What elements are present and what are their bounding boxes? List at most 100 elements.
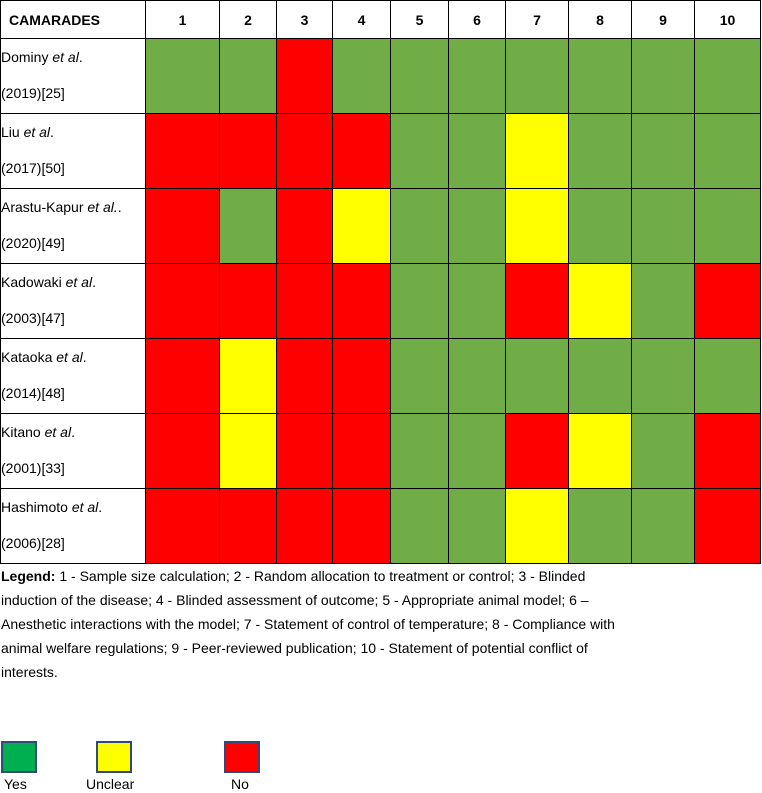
rating-cell-yellow (219, 338, 277, 414)
rating-cell-green (694, 113, 761, 189)
study-citation: Kataoka et al. (2014)[48] (0, 338, 146, 414)
header-cell: 7 (505, 0, 569, 39)
rating-cell-green (448, 38, 506, 114)
rating-cell-red (694, 263, 761, 339)
rating-cell-red (276, 38, 333, 114)
study-etal: et al (65, 274, 93, 290)
rating-cell-green (631, 488, 695, 564)
rating-cell-red (332, 263, 391, 339)
header-cell: 4 (332, 0, 391, 39)
rating-cell-red (219, 488, 277, 564)
study-year-ref: (2001)[33] (1, 460, 65, 476)
legend-text: Legend: 1 - Sample size calculation; 2 -… (1, 564, 641, 684)
rating-cell-red (145, 113, 220, 189)
rating-cell-green (694, 38, 761, 114)
study-author: Kitano (1, 424, 41, 440)
rating-cell-green (568, 113, 632, 189)
rating-cell-green (145, 38, 220, 114)
rating-cell-yellow (219, 413, 277, 489)
rating-cell-red (276, 413, 333, 489)
rating-cell-green (448, 263, 506, 339)
study-etal: et al (44, 424, 72, 440)
rating-cell-red (145, 338, 220, 414)
key-label-yes: Yes (4, 776, 27, 792)
rating-cell-red (505, 413, 569, 489)
swatch-unclear (96, 741, 132, 773)
study-author: Kataoka (1, 349, 53, 365)
rating-cell-green (390, 413, 449, 489)
rating-cell-red (332, 413, 391, 489)
rating-cell-red (276, 488, 333, 564)
rating-cell-green (390, 488, 449, 564)
rating-cell-red (219, 263, 277, 339)
rating-cell-red (145, 188, 220, 264)
study-year-ref: (2006)[28] (1, 535, 65, 551)
table-row: Dominy et al. (2019)[25] (0, 38, 761, 114)
rating-cell-red (276, 263, 333, 339)
rating-cell-yellow (505, 488, 569, 564)
key-label-unclear: Unclear (86, 776, 135, 792)
rating-cell-green (390, 38, 449, 114)
study-etal: et al (56, 349, 83, 365)
table-row: Kataoka et al. (2014)[48] (0, 338, 761, 414)
rating-cell-red (332, 338, 391, 414)
study-author: Arastu-Kapur (1, 199, 84, 215)
rating-cell-red (276, 188, 333, 264)
header-cell: 5 (390, 0, 449, 39)
rating-cell-yellow (505, 113, 569, 189)
header-cell: 8 (568, 0, 632, 39)
header-cell: 6 (448, 0, 506, 39)
rating-cell-yellow (332, 188, 391, 264)
header-row: CAMARADES 1 2 3 4 5 6 7 8 9 10 (0, 0, 761, 39)
rating-cell-green (568, 338, 632, 414)
rating-cell-green (631, 413, 695, 489)
rating-cell-green (390, 263, 449, 339)
key-label-no: No (231, 776, 249, 792)
study-etal: et al. (87, 199, 118, 215)
camarades-table: CAMARADES 1 2 3 4 5 6 7 8 9 10 Dominy et… (0, 0, 761, 564)
rating-cell-green (631, 338, 695, 414)
rating-cell-green (631, 263, 695, 339)
rating-cell-green (448, 338, 506, 414)
rating-cell-red (505, 263, 569, 339)
table-row: Kitano et al. (2001)[33] (0, 413, 761, 489)
study-year-ref: (2003)[47] (1, 310, 65, 326)
header-cell: 10 (694, 0, 761, 39)
swatch-no (224, 741, 260, 773)
study-citation: Dominy et al. (2019)[25] (0, 38, 146, 114)
study-citation: Liu et al. (2017)[50] (0, 113, 146, 189)
rating-cell-yellow (505, 188, 569, 264)
header-cell: 2 (219, 0, 277, 39)
rating-cell-red (694, 488, 761, 564)
study-year-ref: (2019)[25] (1, 85, 65, 101)
rating-cell-red (332, 113, 391, 189)
header-cell: 3 (276, 0, 333, 39)
study-etal: et al (71, 499, 99, 515)
rating-cell-green (390, 188, 449, 264)
rating-cell-red (145, 413, 220, 489)
study-year-ref: (2014)[48] (1, 385, 65, 401)
swatch-yes (1, 741, 37, 773)
table-row: Arastu-Kapur et al.. (2020)[49] (0, 188, 761, 264)
study-etal: et al (52, 49, 79, 65)
rating-cell-green (448, 413, 506, 489)
rating-cell-green (332, 38, 391, 114)
rating-cell-green (448, 488, 506, 564)
rating-cell-red (276, 338, 333, 414)
study-citation: Kitano et al. (2001)[33] (0, 413, 146, 489)
rating-cell-green (219, 38, 277, 114)
rating-cell-green (631, 38, 695, 114)
header-cell: 1 (145, 0, 220, 39)
rating-cell-green (631, 113, 695, 189)
rating-cell-green (390, 338, 449, 414)
rating-cell-green (568, 188, 632, 264)
legend-label: Legend: (1, 568, 56, 584)
header-cell: CAMARADES (0, 0, 146, 39)
rating-cell-green (505, 38, 569, 114)
rating-cell-red (145, 263, 220, 339)
rating-cell-green (448, 188, 506, 264)
study-etal: et al (23, 124, 51, 140)
study-author: Kadowaki (1, 274, 62, 290)
rating-cell-green (694, 338, 761, 414)
study-year-ref: (2020)[49] (1, 235, 65, 251)
